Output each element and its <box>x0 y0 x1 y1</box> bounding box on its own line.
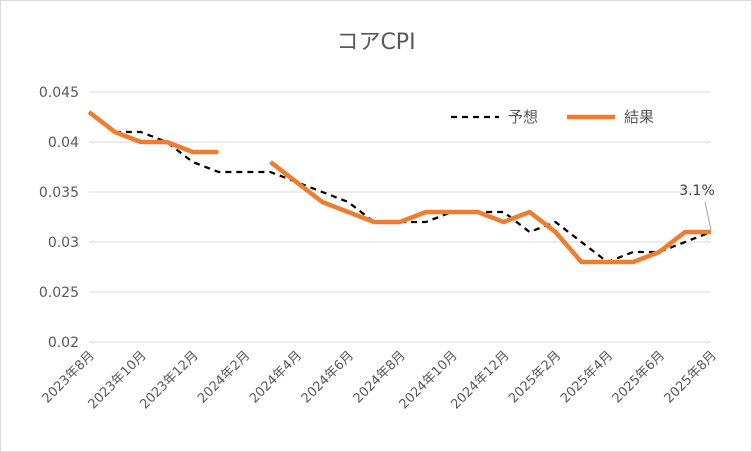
annotation: 3.1% <box>679 183 715 231</box>
y-tick-label: 0.025 <box>39 285 79 301</box>
chart-title: コアCPI <box>336 30 415 55</box>
series-lines <box>87 110 712 265</box>
x-axis-ticks: 2023年8月2023年10月2023年12月2024年2月2024年4月202… <box>40 348 720 412</box>
annotation-leader-line <box>704 201 712 231</box>
legend: 予想 結果 <box>451 108 654 126</box>
x-tick-label: 2024年4月 <box>247 348 305 406</box>
legend-label-result: 結果 <box>624 108 654 126</box>
y-axis-ticks: 0.045 0.04 0.035 0.03 0.025 0.02 <box>39 85 79 351</box>
y-tick-label: 0.04 <box>48 135 79 151</box>
series-line-result <box>269 160 711 265</box>
annotation-label: 3.1% <box>679 183 715 199</box>
y-tick-label: 0.02 <box>48 335 79 351</box>
x-tick-label: 2025年4月 <box>558 348 616 406</box>
x-tick-label: 2025年2月 <box>506 348 564 406</box>
x-tick-label: 2024年2月 <box>195 348 253 406</box>
x-tick-label: 2025年6月 <box>610 348 668 406</box>
gridlines <box>89 91 711 343</box>
y-tick-label: 0.045 <box>39 85 79 101</box>
y-tick-label: 0.035 <box>39 185 79 201</box>
x-tick-label: 2025年8月 <box>662 348 720 406</box>
x-tick-label: 2024年6月 <box>299 348 357 406</box>
legend-label-forecast: 予想 <box>508 108 538 126</box>
series-line-result <box>87 110 219 155</box>
y-tick-label: 0.03 <box>48 235 79 251</box>
